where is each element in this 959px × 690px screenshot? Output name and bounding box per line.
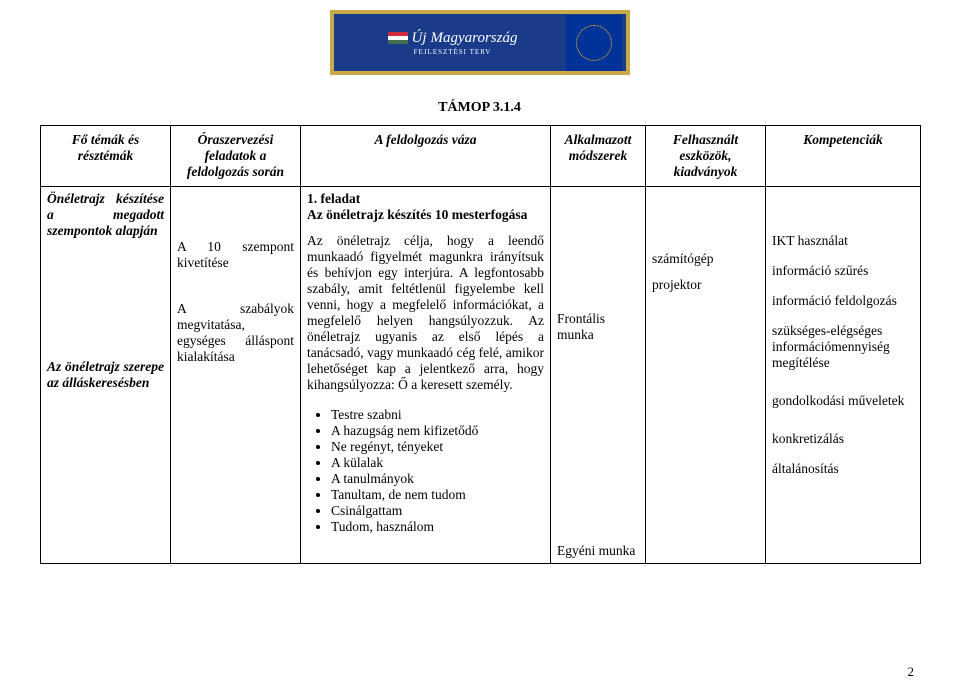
tasks-1: A 10 szempont kivetítése	[177, 239, 294, 271]
header-tasks: Óraszervezési feladatok a feldolgozás so…	[171, 126, 301, 187]
cell-tools: számítógép projektor	[646, 187, 766, 564]
banner-title-pre: Új	[412, 30, 427, 47]
process-sub: Az önéletrajz készítés 10 mesterfogása	[307, 207, 544, 223]
cell-tasks: A 10 szempont kivetítése A szabályok meg…	[171, 187, 301, 564]
comp-item: általánosítás	[772, 461, 914, 477]
tasks-2: A szabályok megvitatása, egységes állásp…	[177, 301, 294, 365]
process-para: Az önéletrajz célja, hogy a leendő munka…	[307, 233, 544, 393]
banner-title: Új Magyarország	[388, 30, 518, 47]
methods-1: Frontális munka	[557, 311, 639, 343]
cell-process: 1. feladat Az önéletrajz készítés 10 mes…	[301, 187, 551, 564]
cell-methods: Frontális munka Egyéni munka	[551, 187, 646, 564]
main-table: Fő témák és résztémák Óraszervezési fela…	[40, 125, 921, 564]
table-row: Önéletrajz készítése a megadott szempont…	[41, 187, 921, 564]
process-bullet: Ne regényt, tényeket	[331, 439, 544, 455]
banner-subtitle: FEJLESZTÉSI TERV	[414, 48, 492, 56]
banner-title-main: Magyarország	[431, 30, 518, 47]
eu-flag-icon	[566, 15, 622, 71]
methods-2: Egyéni munka	[557, 543, 639, 559]
tools-1: számítógép	[652, 251, 759, 267]
hungary-flag-icon	[388, 32, 408, 44]
cell-comp: IKT használat információ szűrés információ…	[766, 187, 921, 564]
comp-item: konkretizálás	[772, 431, 914, 447]
process-bullet: A hazugság nem kifizetődő	[331, 423, 544, 439]
cell-topics: Önéletrajz készítése a megadott szempont…	[41, 187, 171, 564]
header-comp: Kompetenciák	[766, 126, 921, 187]
header-methods: Alkalmazott módszerek	[551, 126, 646, 187]
table-header-row: Fő témák és résztémák Óraszervezési fela…	[41, 126, 921, 187]
comp-item: gondolkodási műveletek	[772, 393, 914, 409]
header-topics: Fő témák és résztémák	[41, 126, 171, 187]
comp-item: információ feldolgozás	[772, 293, 914, 309]
comp-item: információ szűrés	[772, 263, 914, 279]
process-bullet: Tudom, használom	[331, 519, 544, 535]
topics-1: Önéletrajz készítése a megadott szempont…	[47, 191, 164, 239]
process-bullet: Tanultam, de nem tudom	[331, 487, 544, 503]
header-tools: Felhasznált eszközök, kiadványok	[646, 126, 766, 187]
process-bullet: Testre szabni	[331, 407, 544, 423]
process-bullet: A külalak	[331, 455, 544, 471]
process-heading: 1. feladat	[307, 191, 544, 207]
page-number: 2	[908, 664, 915, 680]
header-banner: Új Magyarország FEJLESZTÉSI TERV	[330, 10, 630, 75]
process-bullets: Testre szabniA hazugság nem kifizetődőNe…	[307, 407, 544, 535]
comp-item: IKT használat	[772, 233, 914, 249]
tools-2: projektor	[652, 277, 759, 293]
banner-left: Új Magyarország FEJLESZTÉSI TERV	[334, 30, 566, 56]
process-bullet: A tanulmányok	[331, 471, 544, 487]
comp-item: szükséges-elégséges információmennyiség …	[772, 323, 914, 371]
process-bullet: Csinálgattam	[331, 503, 544, 519]
header-process: A feldolgozás váza	[301, 126, 551, 187]
topics-2: Az önéletrajz szerepe az álláskeresésben	[47, 359, 164, 391]
page-code: TÁMOP 3.1.4	[438, 100, 521, 116]
